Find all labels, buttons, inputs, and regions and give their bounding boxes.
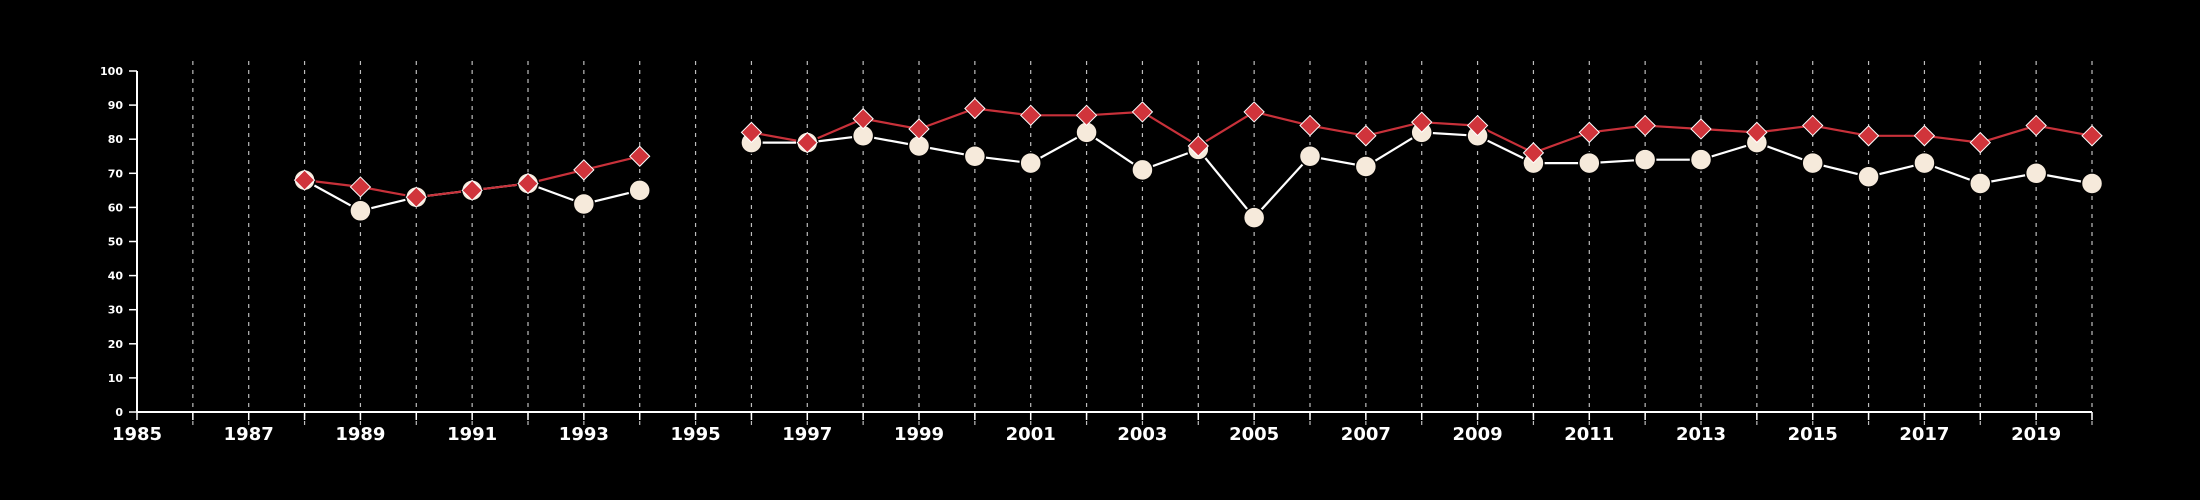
data-point	[629, 145, 651, 167]
data-point	[1131, 101, 1154, 123]
data-point	[1857, 165, 1880, 188]
data-point	[1969, 131, 1991, 154]
x-tick-label: 1989	[335, 424, 385, 445]
y-tick-label: 90	[108, 99, 124, 112]
data-point	[1578, 121, 1600, 144]
data-point	[1466, 114, 1489, 137]
data-point	[1075, 104, 1098, 127]
data-point	[1689, 148, 1713, 171]
data-point	[628, 179, 651, 202]
series-2-markers	[293, 97, 2103, 208]
data-point	[572, 192, 596, 216]
data-point	[796, 131, 818, 154]
data-point	[1019, 151, 1042, 175]
x-tick-label: 2007	[1341, 424, 1391, 445]
data-point	[1187, 135, 1209, 157]
data-point	[573, 159, 595, 181]
data-point	[1746, 121, 1768, 144]
y-tick-label: 50	[108, 236, 124, 249]
x-tick-label: 2011	[1564, 424, 1614, 445]
x-tick-label: 2013	[1676, 424, 1726, 445]
series-layer	[293, 97, 2104, 229]
data-point	[1020, 104, 1042, 127]
data-point	[1242, 206, 1266, 229]
y-tick-label: 30	[108, 304, 124, 317]
data-point	[1633, 148, 1657, 171]
data-point	[1522, 142, 1545, 164]
data-point	[1913, 125, 1936, 147]
y-tick-label: 0	[115, 406, 123, 419]
data-point	[964, 97, 986, 120]
x-tick-label: 1997	[782, 424, 832, 445]
data-point	[963, 145, 987, 168]
data-point	[1634, 114, 1656, 137]
data-point	[517, 172, 539, 195]
data-point	[1913, 151, 1936, 175]
data-point	[740, 121, 763, 144]
data-point	[461, 179, 483, 202]
data-point	[1298, 145, 1322, 168]
data-point	[2024, 162, 2048, 185]
data-point	[2080, 172, 2104, 195]
y-tick-label: 60	[108, 201, 124, 214]
data-point	[908, 118, 930, 140]
data-point	[1299, 114, 1321, 137]
data-point	[2081, 125, 2103, 147]
x-tick-label: 2017	[1899, 424, 1949, 445]
data-point	[1690, 118, 1712, 140]
x-tick-label: 1987	[224, 424, 274, 445]
x-tick-label: 1993	[559, 424, 609, 445]
x-tick-label: 2009	[1453, 424, 1503, 445]
x-tick-label: 2003	[1117, 424, 1167, 445]
x-tick-label: 1985	[112, 424, 162, 445]
grid-lines	[192, 61, 2093, 428]
y-tick-label: 10	[108, 372, 124, 385]
data-point	[1354, 155, 1378, 178]
data-point	[1355, 125, 1377, 147]
data-point	[1243, 101, 1265, 123]
data-point	[1801, 151, 1824, 175]
y-tick-label: 20	[108, 338, 124, 351]
data-point	[1802, 114, 1824, 137]
y-tick-label: 80	[108, 133, 124, 146]
axes: 0 10 20 30 40 50 60 70 80 90 100 1985 1987 1989 1991 19…	[100, 65, 2093, 445]
data-point	[405, 186, 427, 208]
y-tick-label: 40	[108, 270, 124, 283]
data-point	[1969, 172, 1992, 195]
x-tick-label: 2019	[2011, 424, 2061, 445]
x-tick-label: 1991	[447, 424, 497, 445]
x-tick-label: 2001	[1006, 424, 1056, 445]
data-point	[852, 108, 874, 130]
data-point	[1857, 125, 1880, 147]
data-point	[1411, 111, 1433, 133]
x-tick-label: 2015	[1788, 424, 1838, 445]
x-tick-label: 1995	[671, 424, 721, 445]
y-tick-label: 100	[100, 65, 123, 78]
data-point	[1578, 151, 1601, 175]
data-point	[349, 199, 372, 223]
data-point	[1131, 158, 1154, 182]
data-point	[2025, 114, 2047, 137]
x-tick-label: 1999	[894, 424, 944, 445]
data-point	[293, 169, 316, 191]
y-tick-label: 70	[108, 167, 124, 180]
x-tick-label: 2005	[1229, 424, 1279, 445]
data-point	[349, 176, 372, 198]
